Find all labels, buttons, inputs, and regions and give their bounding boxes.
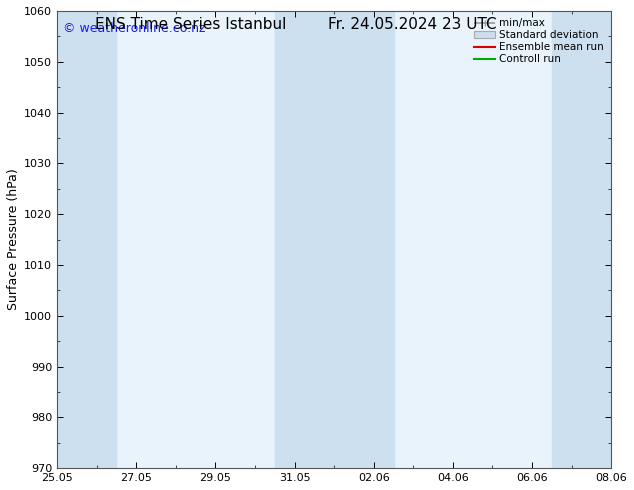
Text: © weatheronline.co.nz: © weatheronline.co.nz bbox=[63, 23, 205, 35]
Legend: min/max, Standard deviation, Ensemble mean run, Controll run: min/max, Standard deviation, Ensemble me… bbox=[472, 16, 606, 67]
Y-axis label: Surface Pressure (hPa): Surface Pressure (hPa) bbox=[7, 169, 20, 311]
Bar bbox=[552, 11, 611, 468]
Bar bbox=[57, 11, 117, 468]
Text: ENS Time Series Istanbul: ENS Time Series Istanbul bbox=[94, 17, 286, 32]
Text: Fr. 24.05.2024 23 UTC: Fr. 24.05.2024 23 UTC bbox=[328, 17, 496, 32]
Bar bbox=[275, 11, 394, 468]
